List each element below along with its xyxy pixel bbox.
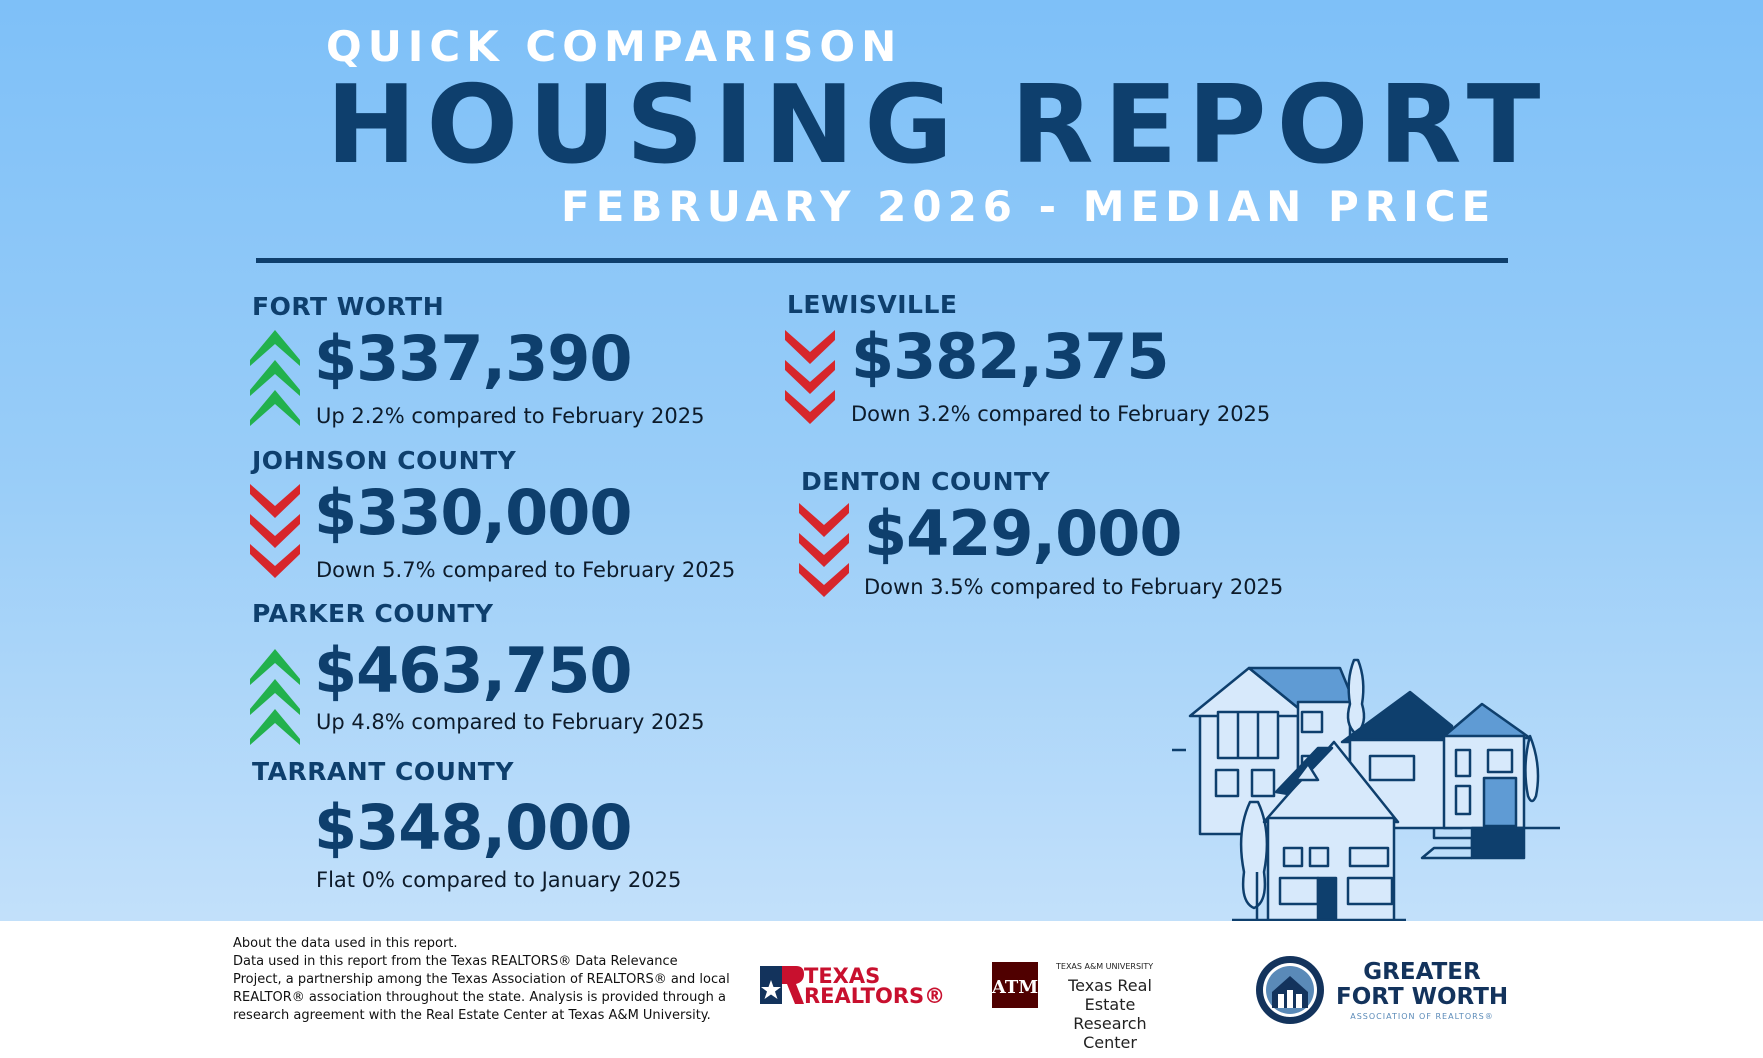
market-name: PARKER COUNTY (252, 599, 494, 628)
price-change: Down 3.2% compared to February 2025 (851, 402, 1271, 426)
gfw-name: GREATER FORT WORTH (1336, 959, 1509, 1010)
median-price: $463,750 (314, 634, 633, 707)
median-price: $337,390 (314, 322, 633, 395)
chevron (785, 390, 835, 424)
divider (256, 258, 1508, 263)
median-price: $382,375 (851, 320, 1170, 393)
market-name: JOHNSON COUNTY (252, 446, 517, 475)
chevron (799, 563, 849, 597)
gfw-association-logo: GREATER FORT WORTH ASSOCIATION OF REALTO… (1254, 954, 1508, 1030)
median-price: $330,000 (314, 476, 633, 549)
market-name: DENTON COUNTY (801, 467, 1051, 496)
price-change: Down 5.7% compared to February 2025 (316, 558, 736, 582)
chevron (250, 649, 300, 685)
market-name: TARRANT COUNTY (252, 757, 514, 786)
texas-star-icon (760, 966, 804, 1004)
atm-mark-icon: ATM (991, 962, 1038, 1008)
price-change: Flat 0% compared to January 2025 (316, 868, 682, 892)
chevron (250, 679, 300, 715)
chevron (250, 390, 300, 426)
about-line: REALTOR® association throughout the stat… (233, 990, 726, 1005)
about-line: Data used in this report from the Texas … (233, 954, 678, 969)
about-data-note: About the data used in this report. Data… (233, 935, 733, 1025)
chevron (250, 514, 300, 548)
down-arrows-icon (250, 484, 300, 578)
texas-realtors-logo: TEXAS REALTORS® (760, 966, 945, 1008)
about-line: About the data used in this report. (233, 936, 458, 951)
tamu-center-name: Texas Real Estate Research Center (1068, 976, 1152, 1052)
report-title: HOUSING REPORT (326, 63, 1551, 188)
price-change: Up 4.8% compared to February 2025 (316, 710, 705, 734)
down-arrows-icon (785, 330, 835, 424)
about-line: Project, a partnership among the Texas A… (233, 972, 730, 987)
svg-text:ATM: ATM (992, 977, 1038, 998)
chevron (250, 484, 300, 518)
report-subtitle: FEBRUARY 2026 - MEDIAN PRICE (561, 182, 1497, 231)
about-line: research agreement with the Real Estate … (233, 1008, 711, 1023)
texas-realtors-wordmark: TEXAS REALTORS® (804, 964, 946, 1008)
tamu-real-estate-center-logo: ATM TEXAS A&M UNIVERSITY Texas Real Esta… (991, 962, 1153, 1052)
median-price: $429,000 (864, 497, 1183, 570)
price-change: Down 3.5% compared to February 2025 (864, 575, 1284, 599)
chevron (799, 533, 849, 567)
market-name: FORT WORTH (252, 292, 445, 321)
chevron (785, 360, 835, 394)
houses-illustration (1172, 658, 1560, 922)
up-arrows-icon (250, 649, 300, 745)
chevron (250, 360, 300, 396)
tamu-small-label: TEXAS A&M UNIVERSITY (1056, 962, 1154, 971)
gfw-emblem-icon (1256, 956, 1324, 1024)
chevron (250, 709, 300, 745)
kicker-text: QUICK COMPARISON (326, 22, 903, 71)
price-change: Up 2.2% compared to February 2025 (316, 404, 705, 428)
market-name: LEWISVILLE (787, 290, 958, 319)
down-arrows-icon (799, 503, 849, 597)
up-arrows-icon (250, 330, 300, 426)
median-price: $348,000 (314, 791, 633, 864)
chevron (785, 330, 835, 364)
chevron (250, 544, 300, 578)
chevron (799, 503, 849, 537)
gfw-subtitle: ASSOCIATION OF REALTORS® (1350, 1012, 1494, 1021)
chevron (250, 330, 300, 366)
footer: About the data used in this report. Data… (0, 921, 1763, 1058)
